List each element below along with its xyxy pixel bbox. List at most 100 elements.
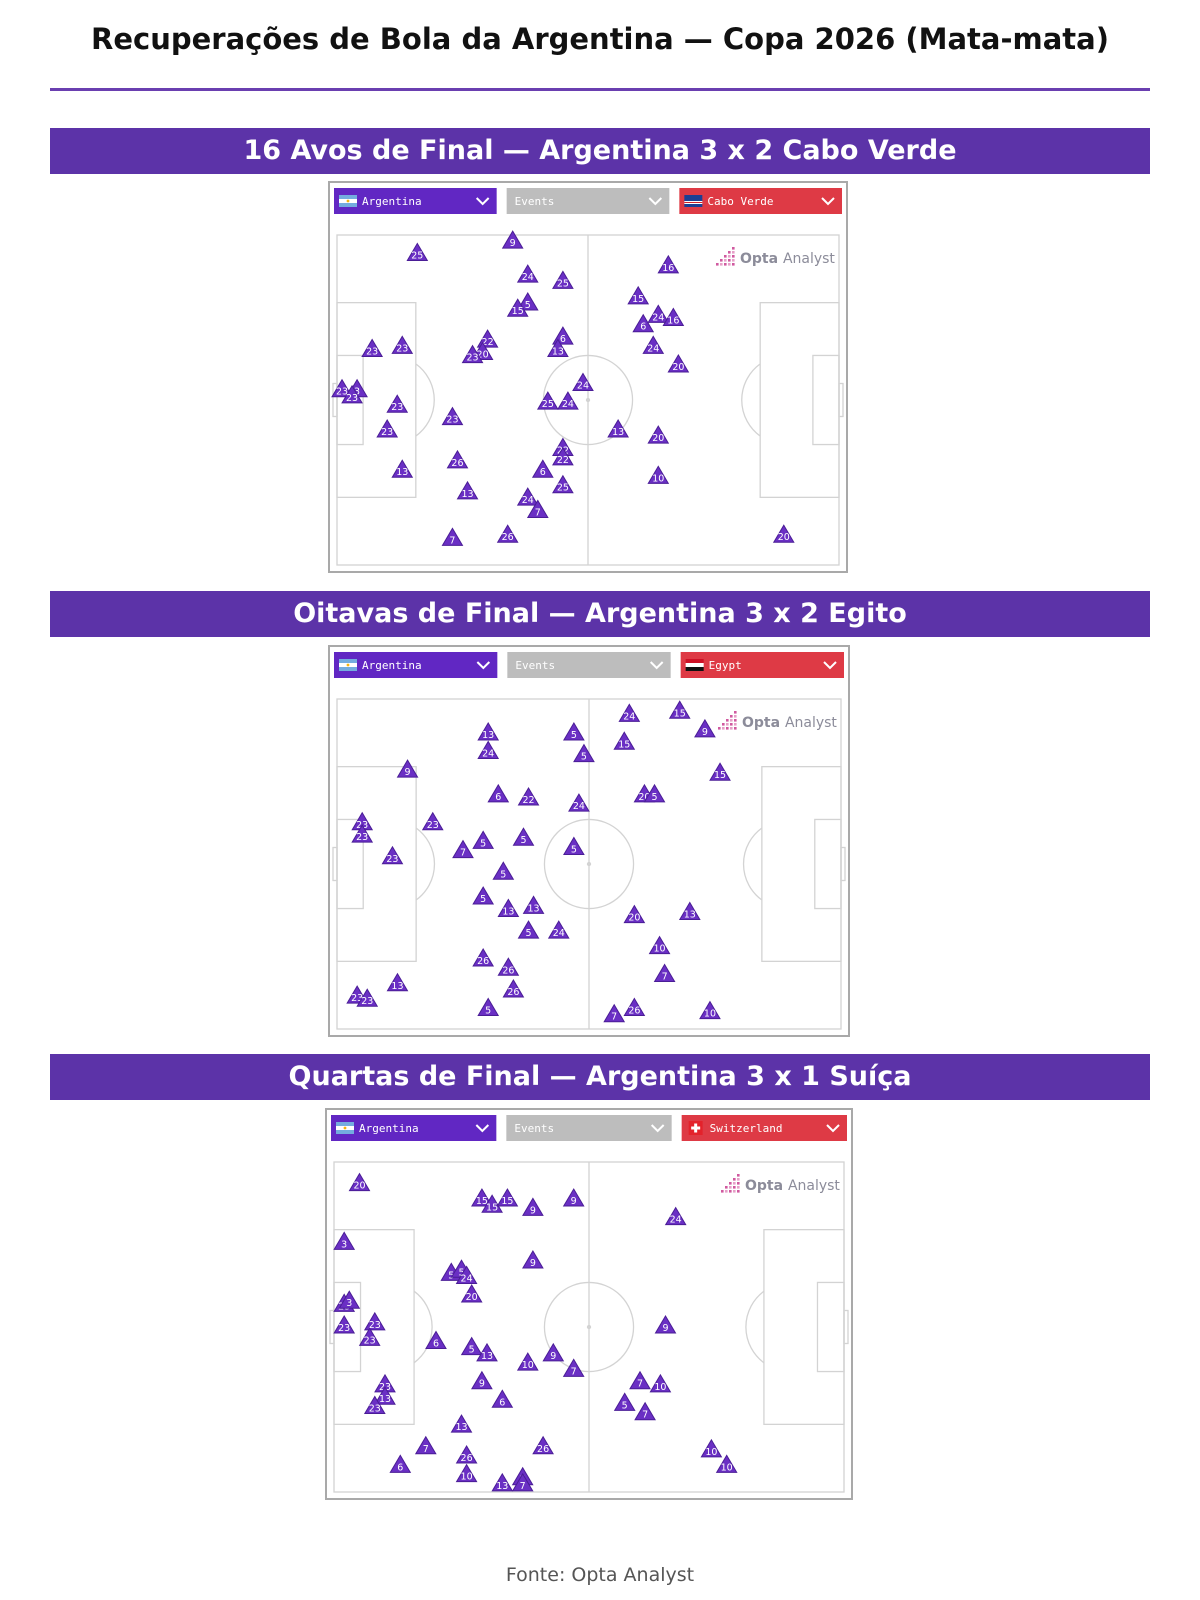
recovery-marker[interactable]: 24: [516, 264, 539, 283]
recovery-marker[interactable]: 9: [542, 1342, 565, 1362]
opponent-dropdown-bg[interactable]: [679, 188, 842, 214]
recovery-marker[interactable]: 7: [634, 1401, 656, 1421]
events-dropdown[interactable]: Events: [507, 652, 671, 678]
opponent-dropdown[interactable]: Switzerland: [681, 1115, 847, 1141]
recovery-marker[interactable]: 26: [502, 978, 525, 998]
chevron-down-icon[interactable]: [649, 661, 664, 670]
recovery-marker[interactable]: 5: [516, 292, 539, 311]
recovery-marker[interactable]: 6: [487, 783, 510, 803]
chevron-down-icon[interactable]: [650, 1124, 665, 1133]
recovery-marker[interactable]: 24: [572, 372, 594, 392]
recovery-marker[interactable]: 22: [517, 786, 540, 806]
recovery-marker[interactable]: 13: [497, 898, 520, 917]
events-dropdown[interactable]: Events: [506, 1115, 672, 1141]
recovery-marker[interactable]: 5: [613, 1392, 636, 1411]
recovery-marker[interactable]: 23: [356, 988, 379, 1007]
recovery-marker[interactable]: 15: [613, 731, 636, 750]
opponent-dropdown[interactable]: Egypt: [680, 652, 844, 678]
recovery-marker[interactable]: 3: [338, 1290, 361, 1309]
recovery-marker[interactable]: 23: [381, 845, 404, 865]
events-dropdown-bg[interactable]: [506, 188, 670, 214]
recovery-marker[interactable]: 26: [455, 1445, 478, 1464]
recovery-marker[interactable]: 26: [472, 947, 495, 967]
recovery-marker[interactable]: 23: [341, 384, 363, 404]
recovery-marker[interactable]: 7: [562, 1358, 585, 1377]
recovery-marker[interactable]: 20: [348, 1172, 371, 1192]
recovery-marker[interactable]: 23: [441, 406, 464, 426]
recovery-marker[interactable]: 6: [632, 313, 655, 333]
recovery-marker[interactable]: 25: [536, 391, 559, 410]
recovery-marker[interactable]: 7: [603, 1003, 626, 1023]
recovery-marker[interactable]: 7: [441, 527, 464, 546]
recovery-marker[interactable]: 22: [552, 446, 574, 466]
chevron-down-icon[interactable]: [821, 197, 835, 206]
recovery-marker[interactable]: 13: [386, 972, 409, 992]
recovery-marker[interactable]: 9: [522, 1197, 544, 1216]
recovery-marker[interactable]: 23: [386, 394, 409, 413]
chevron-down-icon[interactable]: [476, 661, 491, 670]
recovery-marker[interactable]: 6: [425, 1330, 447, 1349]
recovery-marker[interactable]: 5: [477, 997, 500, 1017]
team-dropdown[interactable]: Argentina: [331, 1115, 497, 1141]
chevron-down-icon[interactable]: [648, 197, 663, 206]
recovery-marker[interactable]: 5: [563, 836, 585, 856]
recovery-marker[interactable]: 24: [516, 487, 539, 506]
recovery-marker[interactable]: 15: [471, 1188, 493, 1207]
recovery-marker[interactable]: 13: [607, 418, 629, 438]
chevron-down-icon[interactable]: [823, 661, 837, 670]
recovery-marker[interactable]: 13: [491, 1472, 514, 1492]
recovery-marker[interactable]: 23: [363, 1311, 386, 1331]
recovery-marker[interactable]: 10: [699, 1000, 721, 1020]
recovery-marker[interactable]: 25: [552, 474, 574, 494]
recovery-marker[interactable]: 13: [450, 1414, 473, 1433]
recovery-marker[interactable]: 26: [446, 449, 469, 469]
recovery-marker[interactable]: 25: [552, 270, 574, 289]
recovery-marker[interactable]: 7: [653, 963, 676, 982]
recovery-marker[interactable]: 10: [700, 1438, 723, 1458]
recovery-marker[interactable]: 13: [547, 338, 569, 357]
recovery-marker[interactable]: 7: [414, 1435, 437, 1455]
events-dropdown-bg[interactable]: [507, 652, 671, 678]
recovery-marker[interactable]: 26: [532, 1435, 554, 1455]
recovery-marker[interactable]: 16: [662, 307, 685, 327]
recovery-marker[interactable]: 26: [496, 524, 519, 543]
recovery-marker[interactable]: 5: [573, 743, 595, 763]
recovery-marker[interactable]: 9: [471, 1370, 493, 1390]
recovery-marker[interactable]: 13: [522, 895, 545, 914]
team-dropdown-bg[interactable]: [334, 652, 498, 678]
recovery-marker[interactable]: 9: [396, 759, 419, 778]
recovery-marker[interactable]: 13: [456, 480, 479, 500]
recovery-marker[interactable]: 7: [629, 1370, 651, 1390]
recovery-marker[interactable]: 15: [481, 1194, 503, 1213]
recovery-marker[interactable]: 10: [516, 1352, 539, 1371]
recovery-marker[interactable]: 13: [391, 459, 414, 478]
recovery-marker[interactable]: 13: [374, 1386, 396, 1405]
events-dropdown[interactable]: Events: [506, 188, 670, 214]
recovery-marker[interactable]: 24: [455, 1265, 478, 1284]
recovery-marker[interactable]: 24: [618, 703, 641, 722]
recovery-marker[interactable]: 23: [358, 1327, 381, 1346]
team-dropdown[interactable]: Argentina: [334, 652, 498, 678]
recovery-marker[interactable]: 24: [477, 740, 500, 760]
team-dropdown-bg[interactable]: [334, 188, 497, 214]
recovery-marker[interactable]: 15: [668, 700, 691, 719]
recovery-marker[interactable]: 10: [715, 1454, 738, 1473]
recovery-marker[interactable]: 10: [647, 465, 670, 484]
recovery-marker[interactable]: 20: [647, 425, 670, 444]
recovery-marker[interactable]: 23: [421, 811, 444, 831]
recovery-marker[interactable]: 15: [496, 1188, 519, 1207]
recovery-marker[interactable]: 23: [391, 335, 414, 354]
recovery-marker[interactable]: 5: [472, 830, 495, 849]
recovery-marker[interactable]: 24: [647, 304, 670, 323]
recovery-marker[interactable]: 23: [331, 378, 353, 398]
recovery-marker[interactable]: 15: [506, 298, 529, 317]
recovery-marker[interactable]: 9: [562, 1188, 585, 1207]
recovery-marker[interactable]: 23: [351, 824, 374, 843]
recovery-marker[interactable]: 20: [460, 1284, 483, 1303]
recovery-marker[interactable]: 6: [491, 1389, 514, 1408]
recovery-marker[interactable]: 23: [461, 344, 484, 364]
recovery-marker[interactable]: 5: [512, 827, 535, 846]
recovery-marker[interactable]: 24: [664, 1206, 687, 1226]
recovery-marker[interactable]: 9: [654, 1315, 677, 1334]
recovery-marker[interactable]: 24: [568, 793, 590, 812]
